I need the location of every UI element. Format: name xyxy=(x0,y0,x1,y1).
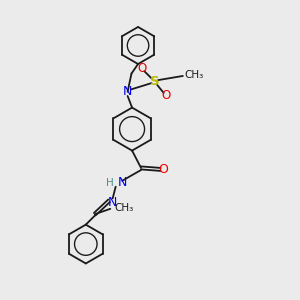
Text: O: O xyxy=(158,163,168,176)
Text: CH₃: CH₃ xyxy=(184,70,204,80)
Text: CH₃: CH₃ xyxy=(115,203,134,213)
Text: O: O xyxy=(161,89,170,102)
Text: N: N xyxy=(108,196,117,209)
Text: S: S xyxy=(150,75,159,88)
Text: N: N xyxy=(118,176,127,189)
Text: N: N xyxy=(123,85,132,98)
Text: O: O xyxy=(137,62,147,75)
Text: H: H xyxy=(106,178,114,188)
